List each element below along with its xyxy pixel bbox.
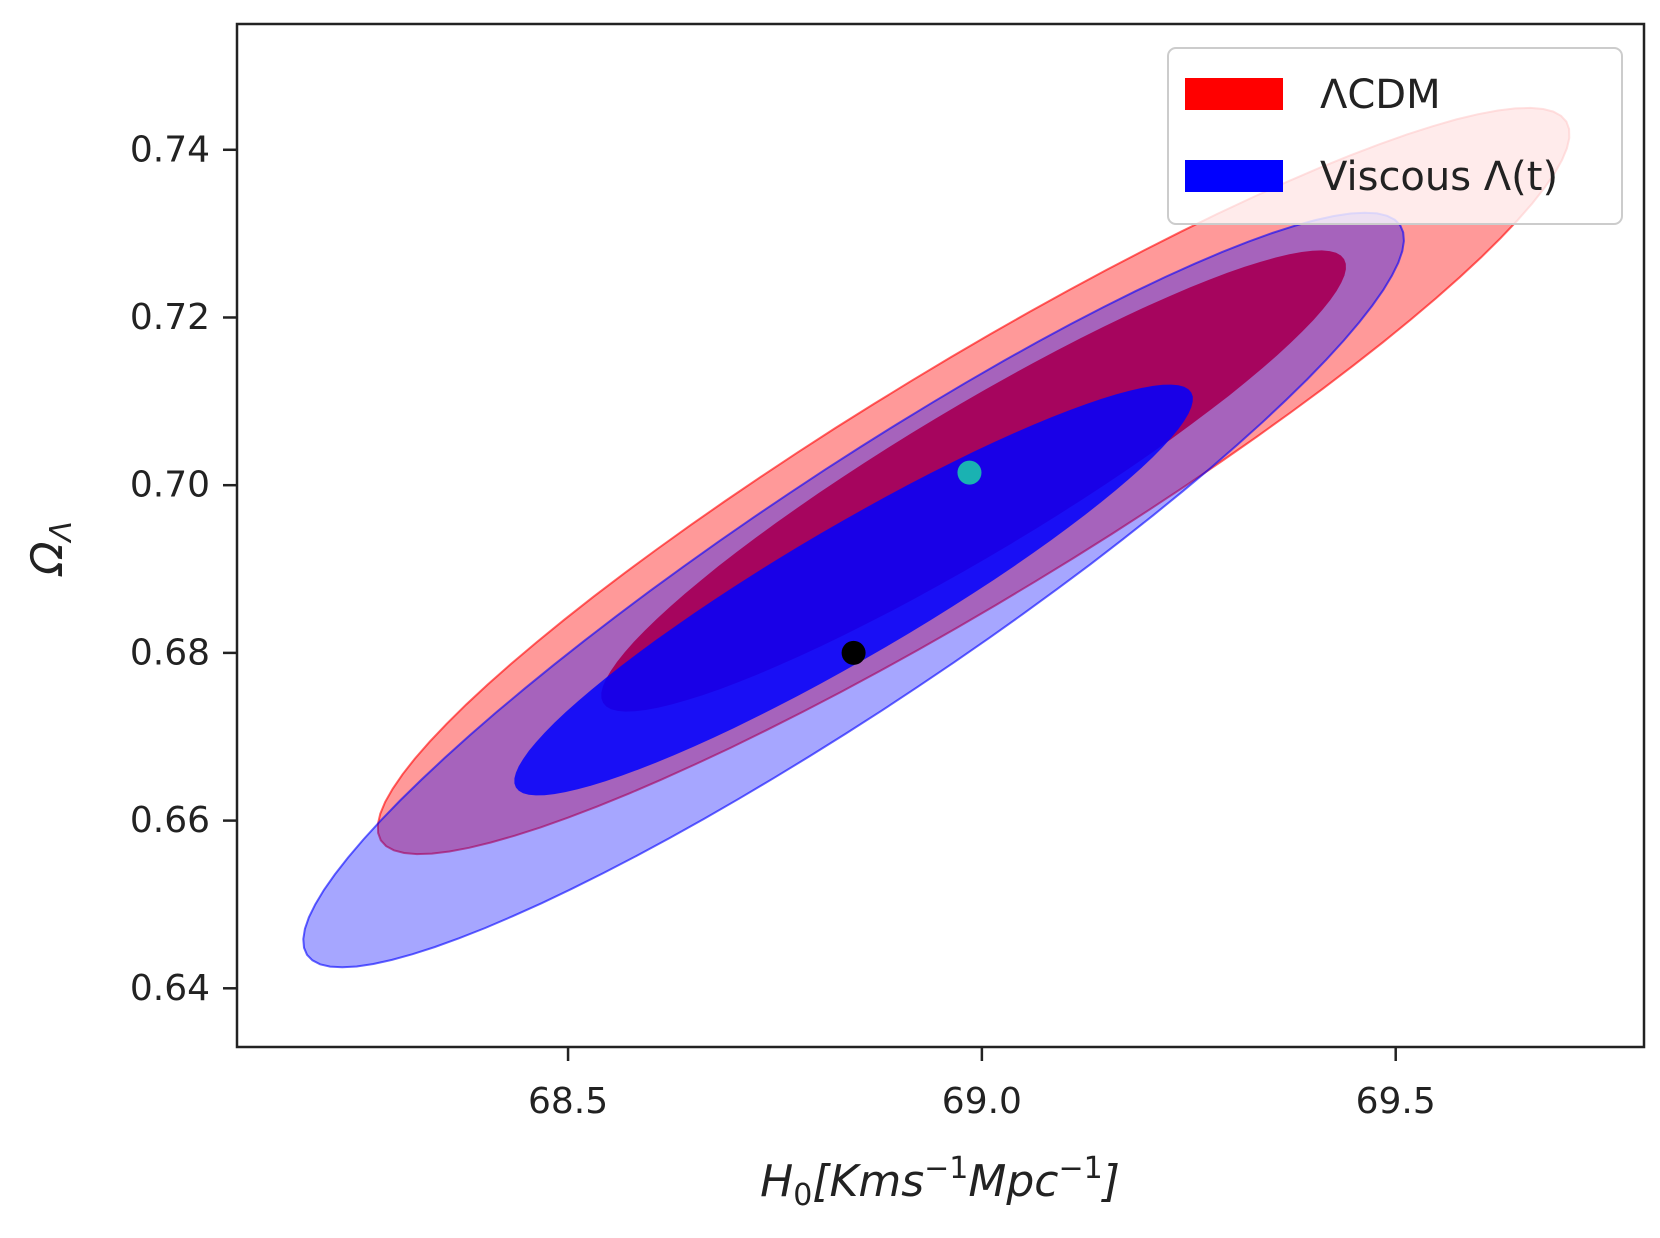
y-tick-label: 0.64 [130,968,210,1009]
plot-frame [235,22,1646,1049]
y-tick-label: 0.74 [130,129,210,170]
y-tick-label: 0.66 [130,800,210,841]
x-label-main: H [760,1156,793,1207]
x-tick-label: 68.5 [528,1081,608,1122]
y-tick-label: 0.70 [130,465,210,506]
x-tick-label: 69.5 [1356,1081,1436,1122]
legend-swatch-lcdm [1185,78,1283,110]
viscous-contour-1-sigma [514,384,1193,796]
viscous-best-fit-point [841,640,866,665]
y-tick-label: 0.72 [130,297,210,338]
legend-swatch-viscous [1185,160,1283,192]
y-label-main: Ω [22,541,73,577]
contour-layer [302,106,1571,969]
legend-label-viscous: Viscous Λ(t) [1320,154,1558,200]
y-label-sub: Λ [44,521,79,544]
x-label-mpc: Mpc [968,1156,1058,1207]
x-axis-label: H0[Kms−1Mpc−1] [760,1151,1120,1213]
x-label-bracket-open: [Kms [812,1156,924,1207]
x-label-bracket-close: ] [1101,1156,1120,1207]
y-tick-label: 0.68 [130,632,210,673]
x-axis: 68.5 69.0 69.5 [528,1047,1436,1122]
x-label-sup-2: −1 [1058,1151,1102,1186]
x-label-sup-1: −1 [924,1151,968,1186]
legend: ΛCDM Viscous Λ(t) [1167,47,1623,225]
x-label-sub: 0 [793,1178,812,1213]
marker-layer [841,460,982,665]
y-axis: 0.64 0.66 0.68 0.70 0.72 0.74 [130,129,237,1009]
legend-label-lcdm: ΛCDM [1320,72,1441,118]
lcdm-best-fit-point [957,460,982,485]
x-tick-label: 69.0 [942,1081,1022,1122]
y-axis-label: ΩΛ [22,521,79,577]
